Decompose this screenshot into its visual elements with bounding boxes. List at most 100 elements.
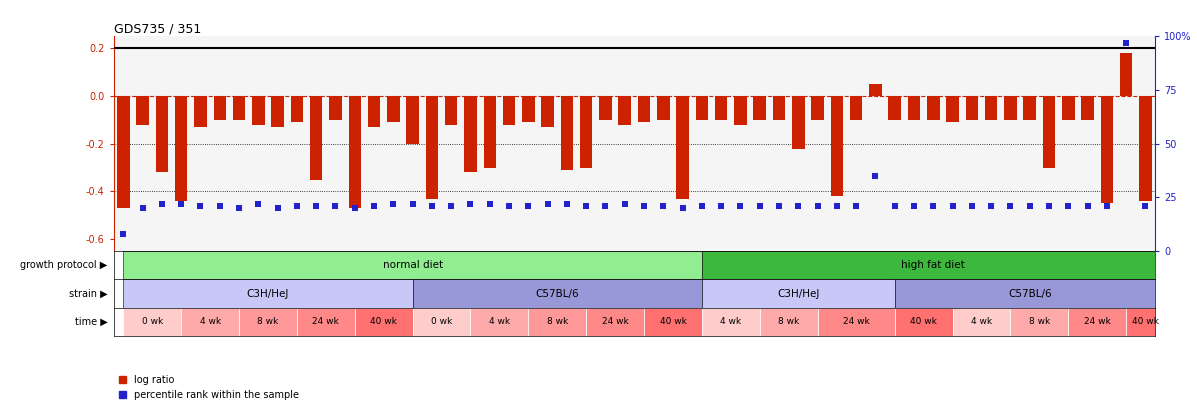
Bar [354, 308, 413, 336]
Point [211, 203, 230, 209]
Bar [253, 96, 265, 125]
Bar [953, 308, 1010, 336]
Point [114, 231, 133, 237]
Bar [194, 96, 207, 127]
Bar [701, 251, 1165, 279]
Point [577, 203, 596, 209]
Point [326, 203, 345, 209]
Text: 40 wk: 40 wk [660, 318, 686, 326]
Point [615, 200, 634, 207]
Text: 8 wk: 8 wk [1028, 318, 1050, 326]
Bar [329, 96, 342, 120]
Point [384, 200, 403, 207]
Text: 24 wk: 24 wk [843, 318, 869, 326]
Point [287, 203, 306, 209]
Text: high fat diet: high fat diet [901, 260, 965, 270]
Text: 4 wk: 4 wk [488, 318, 510, 326]
Bar [888, 96, 901, 120]
Point [982, 203, 1001, 209]
Bar [123, 279, 413, 308]
Point [711, 203, 730, 209]
Bar [348, 96, 361, 208]
Text: 8 wk: 8 wk [547, 318, 567, 326]
Text: 8 wk: 8 wk [778, 318, 800, 326]
Bar [181, 308, 239, 336]
Text: growth protocol ▶: growth protocol ▶ [20, 260, 108, 270]
Bar [701, 308, 760, 336]
Point [190, 203, 211, 209]
Bar [156, 96, 169, 173]
Bar [272, 96, 284, 127]
Bar [644, 308, 701, 336]
Bar [812, 96, 824, 120]
Point [673, 205, 692, 211]
Point [885, 203, 905, 209]
Bar [470, 308, 528, 336]
Bar [522, 96, 535, 122]
Bar [638, 96, 650, 122]
Point [558, 200, 577, 207]
Bar [560, 96, 573, 170]
Bar [587, 308, 644, 336]
Bar [291, 96, 303, 122]
Point [865, 173, 885, 179]
Point [230, 205, 249, 211]
Point [364, 203, 383, 209]
Point [306, 203, 326, 209]
Bar [541, 96, 554, 127]
Point [345, 205, 364, 211]
Bar [1068, 308, 1126, 336]
Bar [232, 96, 245, 120]
Point [249, 200, 268, 207]
Bar [413, 279, 701, 308]
Text: strain ▶: strain ▶ [69, 289, 108, 298]
Bar [239, 308, 297, 336]
Bar [760, 308, 818, 336]
Point [692, 203, 711, 209]
Point [596, 203, 615, 209]
Text: C57BL/6: C57BL/6 [535, 289, 579, 298]
Point [943, 203, 962, 209]
Bar [1126, 308, 1165, 336]
Point [1117, 40, 1136, 46]
Bar [701, 279, 894, 308]
Point [442, 203, 461, 209]
Bar [1010, 308, 1068, 336]
Legend: log ratio, percentile rank within the sample: log ratio, percentile rank within the sa… [119, 375, 299, 400]
Point [924, 203, 943, 209]
Bar [445, 96, 457, 125]
Bar [676, 96, 689, 198]
Bar [695, 96, 709, 120]
Point [634, 203, 654, 209]
Text: 8 wk: 8 wk [257, 318, 279, 326]
Point [1098, 203, 1117, 209]
Bar [175, 96, 188, 201]
Bar [985, 96, 997, 120]
Bar [715, 96, 728, 120]
Text: 0 wk: 0 wk [431, 318, 452, 326]
Point [1078, 203, 1098, 209]
Point [905, 203, 924, 209]
Bar [894, 279, 1165, 308]
Bar [123, 251, 701, 279]
Bar [753, 96, 766, 120]
Bar [413, 308, 470, 336]
Bar [831, 96, 843, 196]
Bar [1100, 96, 1113, 203]
Bar [600, 96, 612, 120]
Text: 24 wk: 24 wk [1083, 318, 1111, 326]
Bar [818, 308, 894, 336]
Text: 40 wk: 40 wk [370, 318, 397, 326]
Text: normal diet: normal diet [383, 260, 443, 270]
Bar [464, 96, 476, 173]
Bar [367, 96, 381, 127]
Text: 24 wk: 24 wk [602, 318, 628, 326]
Bar [947, 96, 959, 122]
Point [403, 200, 423, 207]
Point [499, 203, 518, 209]
Point [731, 203, 751, 209]
Bar [1004, 96, 1016, 120]
Text: 4 wk: 4 wk [200, 318, 220, 326]
Text: C3H/HeJ: C3H/HeJ [777, 289, 820, 298]
Point [1020, 203, 1039, 209]
